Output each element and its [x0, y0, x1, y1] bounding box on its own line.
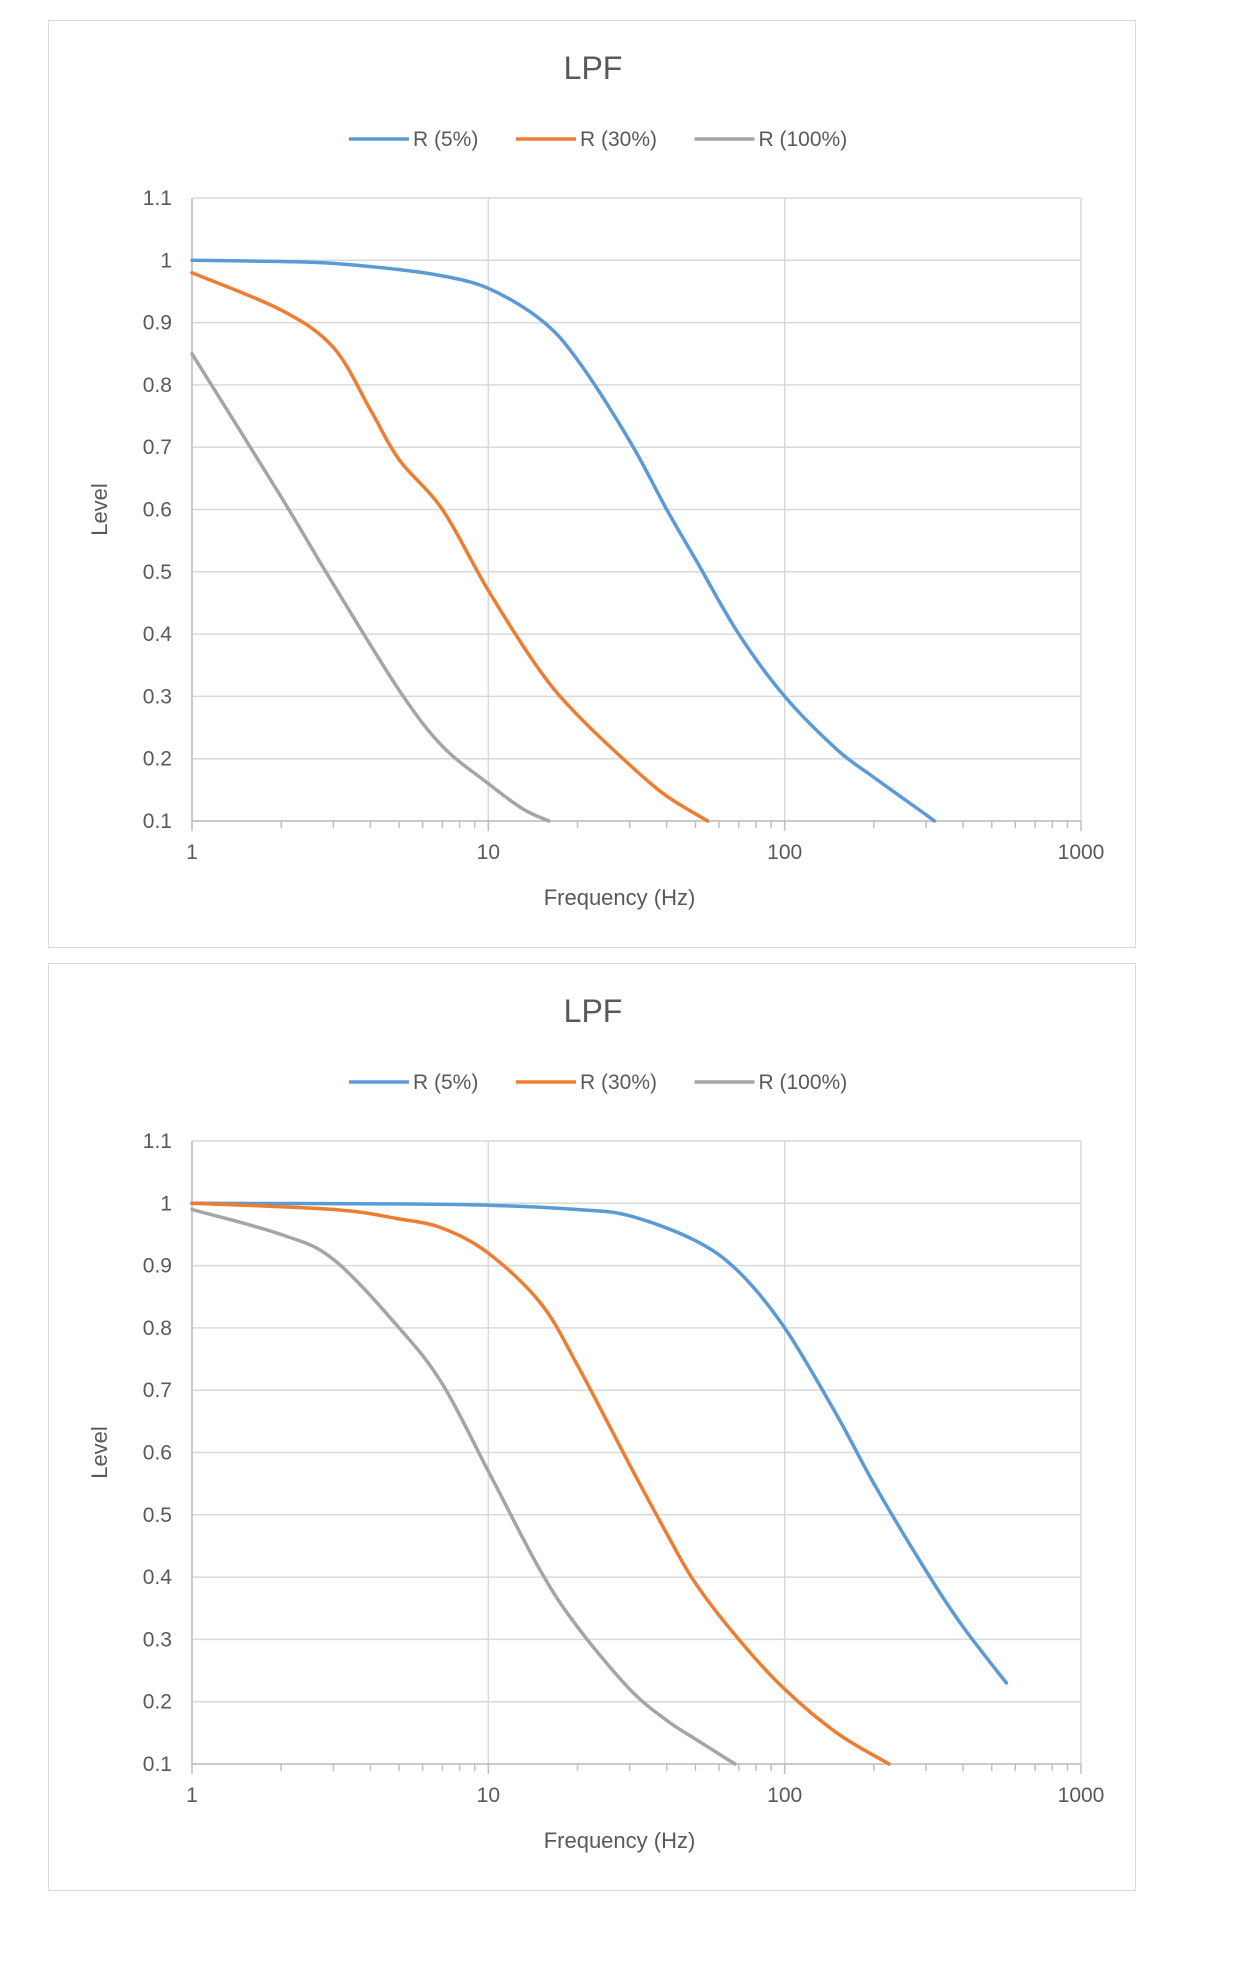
x-tick-label: 100 — [767, 841, 802, 864]
y-tick-label: 0.7 — [143, 1379, 172, 1402]
chart-panel-1: LPF R (5%) R (30%) R (100%) 0.1 0.2 0.3 0.4 0.5 0… — [48, 20, 1136, 948]
legend-label: R (100%) — [759, 128, 848, 151]
legend: R (5%) R (30%) R (100%) — [349, 1071, 847, 1094]
x-tick-label: 100 — [767, 1784, 802, 1807]
x-tick-label: 10 — [477, 841, 500, 864]
x-tick-label: 1000 — [1058, 1784, 1105, 1807]
x-tick-label: 10 — [477, 1784, 500, 1807]
x-axis-title: Frequency (Hz) — [544, 885, 696, 910]
y-tick-label: 0.4 — [143, 623, 173, 646]
y-tick-label: 1 — [160, 1192, 172, 1215]
y-tick-label: 0.2 — [143, 1691, 172, 1714]
legend-label: R (30%) — [580, 128, 657, 151]
grid — [191, 1140, 1082, 1765]
y-tick-label: 0.1 — [143, 810, 172, 833]
series-line — [190, 352, 551, 823]
x-minor-ticks — [191, 1764, 1082, 1774]
legend-label: R (30%) — [580, 1071, 657, 1094]
x-minor-ticks — [191, 821, 1082, 831]
x-tick-label: 1 — [186, 1784, 198, 1807]
legend-label: R (5%) — [413, 1071, 478, 1094]
chart-panel-2: LPF R (5%) R (30%) R (100%) 0.1 0.2 0.3 0.4 0.5 0… — [48, 963, 1136, 1891]
y-axis-title: Level — [87, 1426, 112, 1479]
series-line — [190, 1201, 1009, 1685]
y-tick-label: 0.3 — [143, 1628, 172, 1651]
y-tick-label: 1.1 — [143, 187, 172, 210]
y-tick-label: 0.6 — [143, 1442, 172, 1465]
line-chart: LPF R (5%) R (30%) R (100%) 0.1 0.2 0.3 0.4 0.5 0… — [87, 50, 1105, 910]
legend-item: R (30%) — [516, 1071, 657, 1094]
series-line — [190, 1207, 737, 1766]
legend-label: R (5%) — [413, 128, 478, 151]
y-tick-label: 0.5 — [143, 1504, 172, 1527]
y-tick-label: 0.9 — [143, 1255, 172, 1278]
x-axis-title: Frequency (Hz) — [544, 1828, 696, 1853]
y-tick-label: 0.8 — [143, 1317, 172, 1340]
y-axis-title: Level — [87, 483, 112, 536]
legend-item: R (100%) — [694, 128, 848, 151]
legend-item: R (30%) — [516, 128, 657, 151]
y-tick-label: 0.5 — [143, 561, 172, 584]
legend-item: R (5%) — [349, 1071, 478, 1094]
chart-title: LPF — [564, 993, 623, 1029]
chart-title: LPF — [564, 50, 623, 86]
legend: R (5%) R (30%) R (100%) — [349, 128, 847, 151]
grid — [191, 197, 1082, 822]
y-tick-label: 0.7 — [143, 436, 172, 459]
y-tick-label: 0.1 — [143, 1753, 172, 1776]
line-chart: LPF R (5%) R (30%) R (100%) 0.1 0.2 0.3 0.4 0.5 0… — [87, 993, 1105, 1853]
y-tick-label: 0.3 — [143, 685, 172, 708]
y-tick-label: 0.8 — [143, 374, 172, 397]
y-tick-label: 0.6 — [143, 499, 172, 522]
y-tick-label: 0.4 — [143, 1566, 173, 1589]
y-tick-label: 1 — [160, 249, 172, 272]
series-line — [190, 271, 710, 823]
series-line — [190, 1201, 891, 1766]
x-tick-label: 1000 — [1058, 841, 1105, 864]
legend-item: R (5%) — [349, 128, 478, 151]
x-tick-label: 1 — [186, 841, 198, 864]
y-tick-label: 0.2 — [143, 748, 172, 771]
y-tick-label: 0.9 — [143, 312, 172, 335]
legend-item: R (100%) — [694, 1071, 848, 1094]
series-line — [190, 258, 937, 823]
y-tick-label: 1.1 — [143, 1130, 172, 1153]
legend-label: R (100%) — [759, 1071, 848, 1094]
